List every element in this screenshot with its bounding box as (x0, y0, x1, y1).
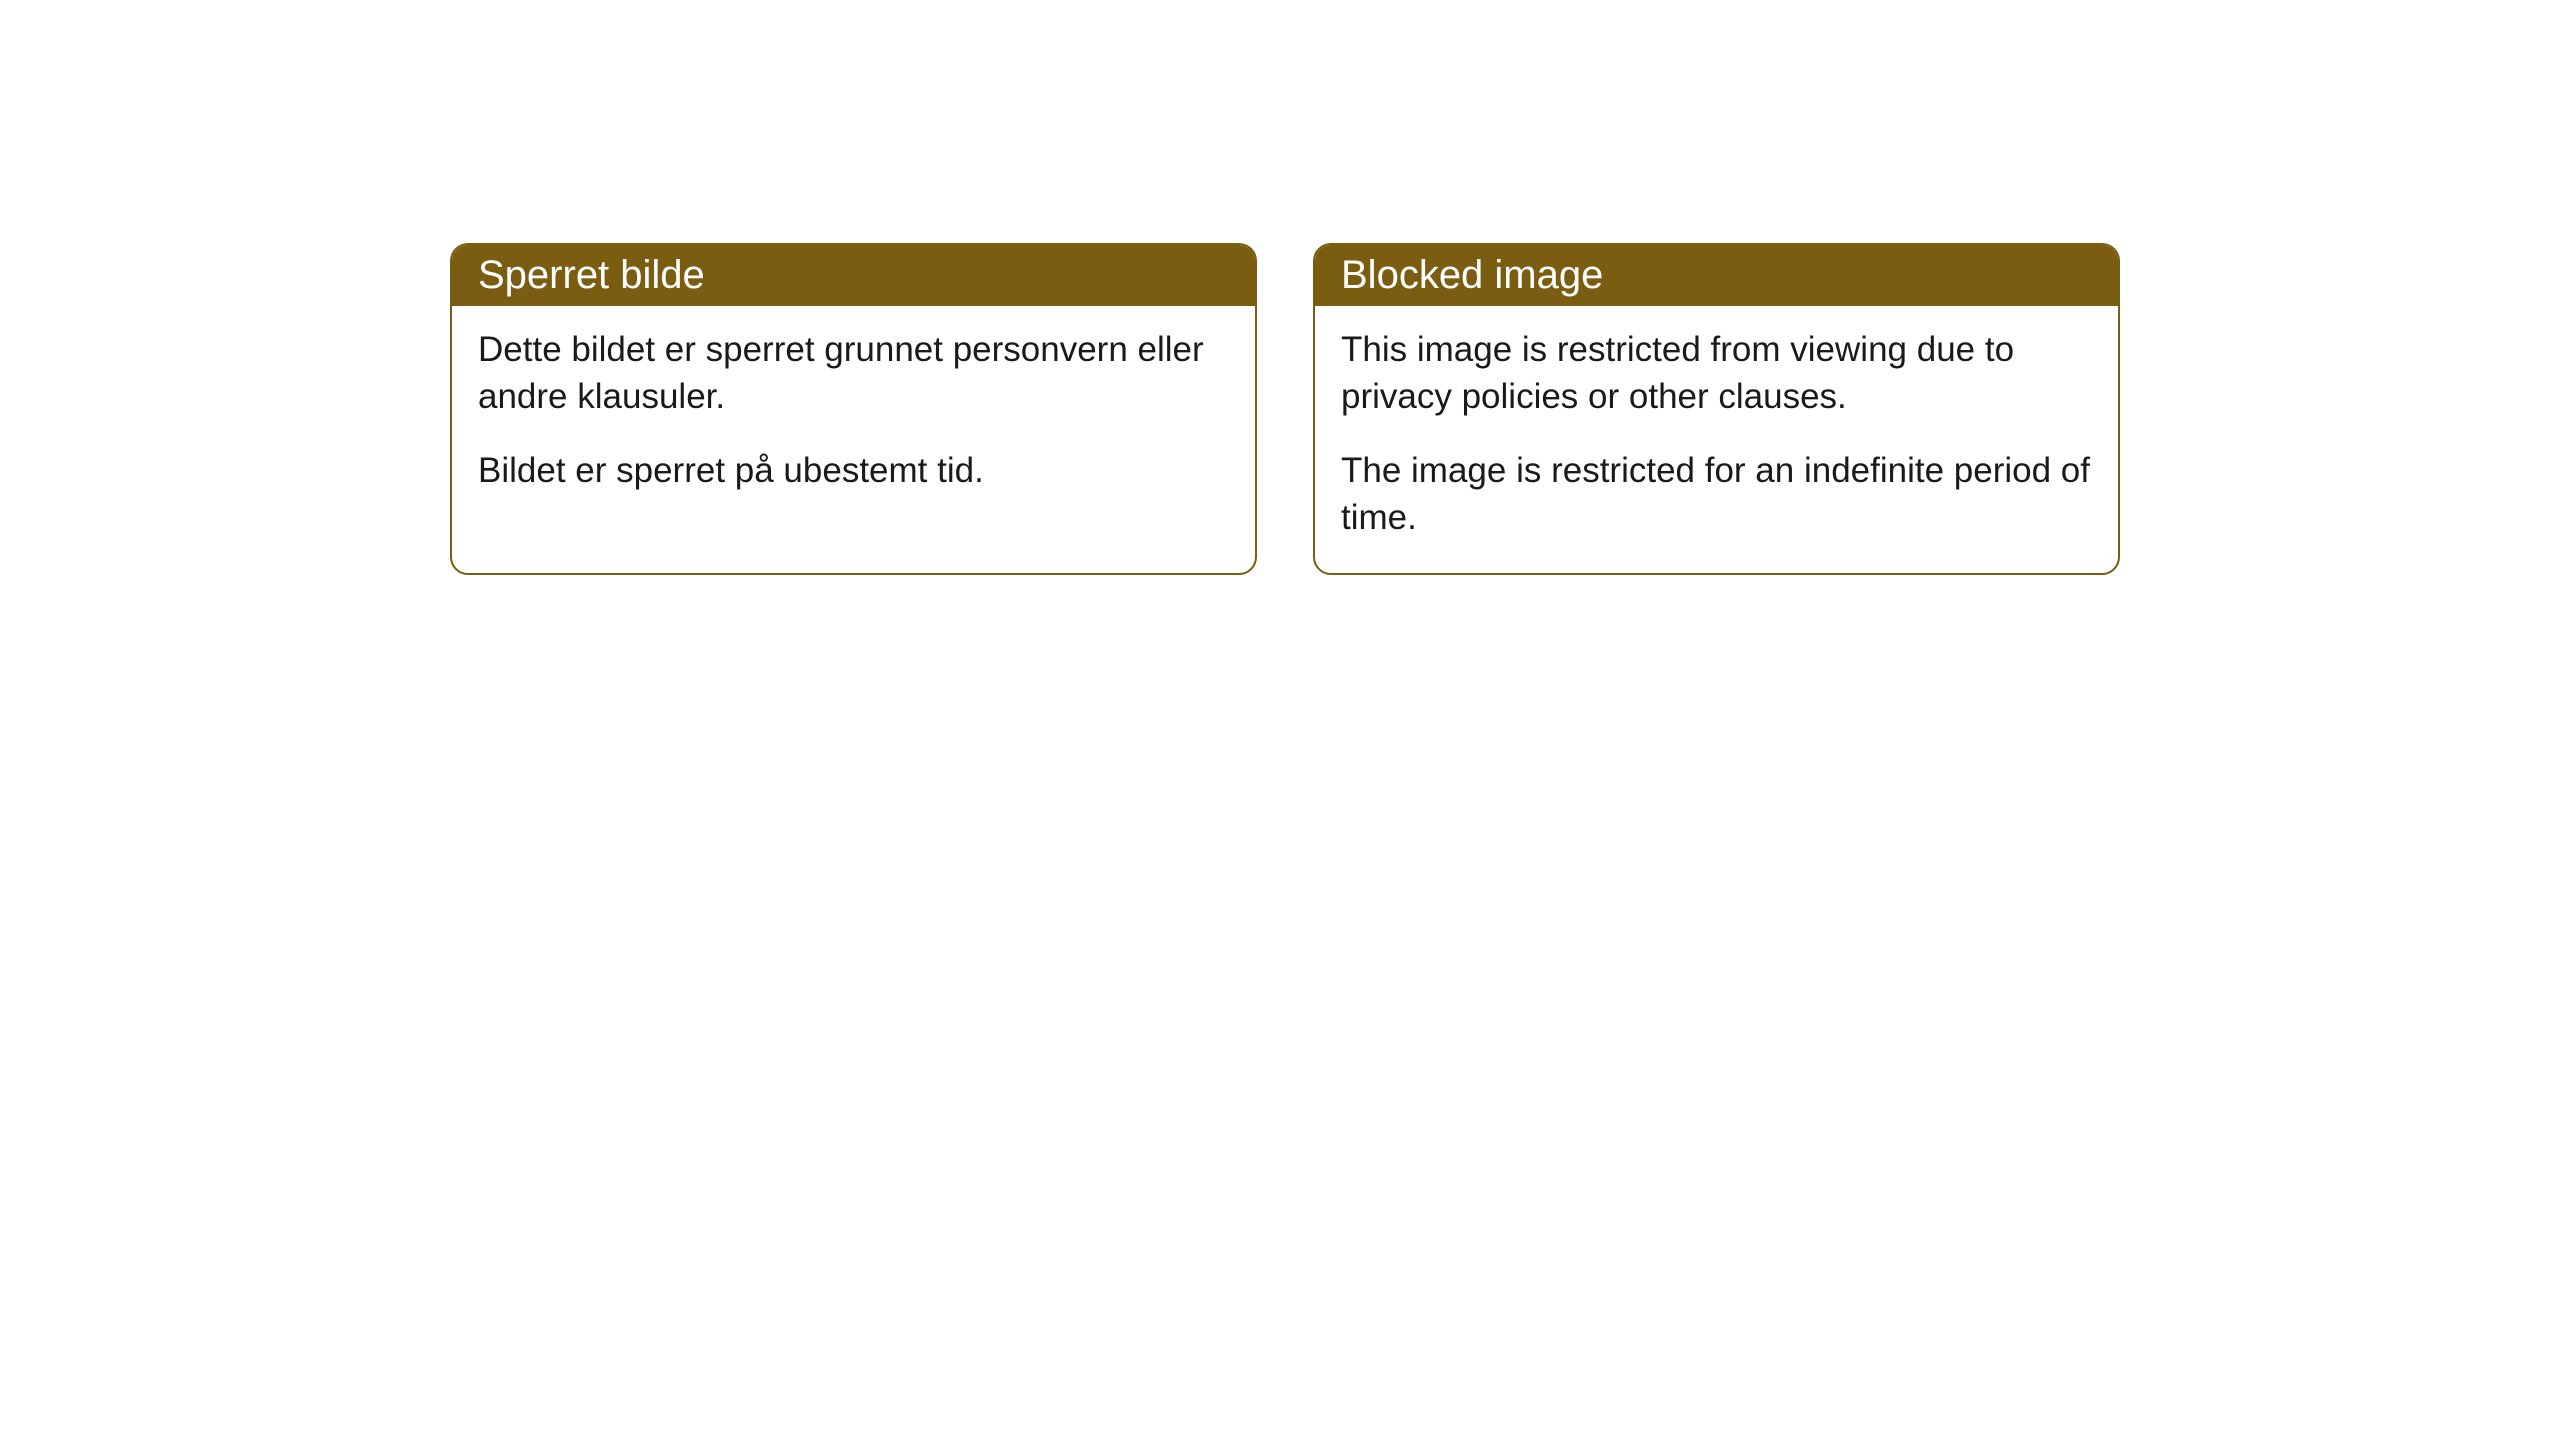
card-paragraph: The image is restricted for an indefinit… (1341, 447, 2092, 542)
card-title: Sperret bilde (478, 253, 705, 297)
card-body: Dette bildet er sperret grunnet personve… (452, 306, 1255, 526)
card-paragraph: This image is restricted from viewing du… (1341, 326, 2092, 421)
notice-card-english: Blocked image This image is restricted f… (1313, 243, 2120, 575)
card-header: Blocked image (1315, 245, 2118, 306)
card-paragraph: Bildet er sperret på ubestemt tid. (478, 447, 1229, 494)
card-title: Blocked image (1341, 253, 1603, 297)
card-header: Sperret bilde (452, 245, 1255, 306)
card-body: This image is restricted from viewing du… (1315, 306, 2118, 573)
notice-card-norwegian: Sperret bilde Dette bildet er sperret gr… (450, 243, 1257, 575)
card-paragraph: Dette bildet er sperret grunnet personve… (478, 326, 1229, 421)
notice-cards-container: Sperret bilde Dette bildet er sperret gr… (450, 243, 2120, 575)
